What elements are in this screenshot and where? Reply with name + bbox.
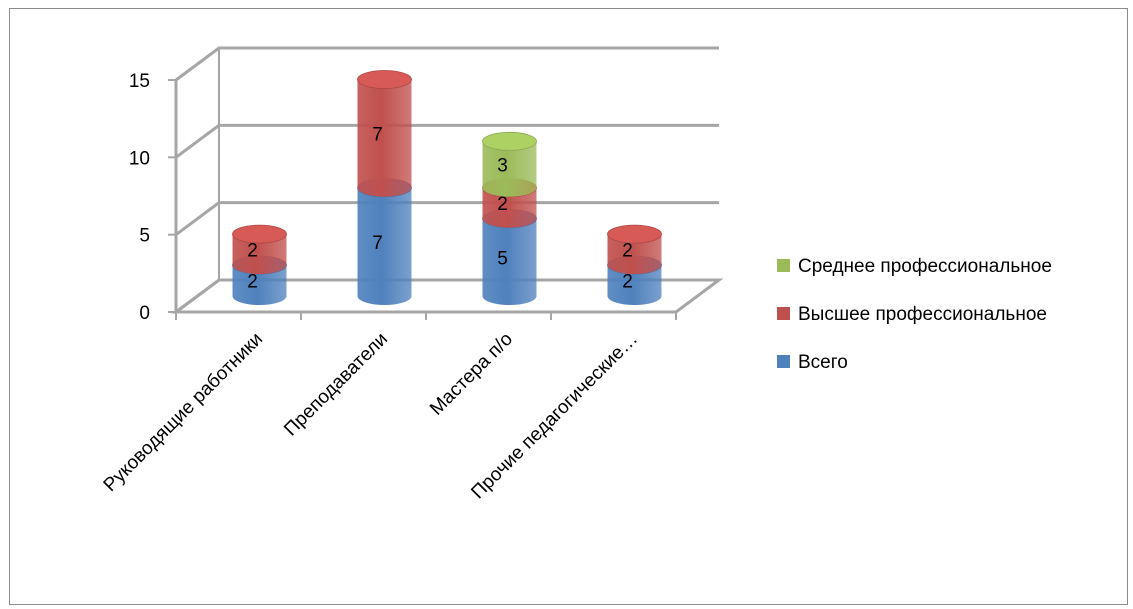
chart-floor xyxy=(171,278,724,314)
y-tick-label: 10 xyxy=(129,148,150,169)
y-tick-label: 0 xyxy=(139,303,150,324)
chart-frame xyxy=(9,8,1128,605)
gridline xyxy=(175,46,719,82)
x-category-label: Руководящие работники xyxy=(100,329,267,496)
bar-body xyxy=(357,187,412,305)
data-label: 2 xyxy=(247,241,258,262)
bar-body xyxy=(232,265,287,305)
data-label: 7 xyxy=(372,125,383,146)
legend-label: Всего xyxy=(798,352,848,373)
legend-item: Высшее профессиональное xyxy=(777,304,1047,325)
chart-walls xyxy=(168,46,724,320)
bar-segment xyxy=(482,131,537,197)
bar-cap xyxy=(607,224,662,244)
x-category-label: Мастера п/о xyxy=(426,329,517,420)
bar-body xyxy=(482,141,537,197)
data-label: 2 xyxy=(622,272,633,293)
legend-swatch xyxy=(777,259,790,272)
data-label: 2 xyxy=(247,272,258,293)
bar-body xyxy=(232,234,287,275)
x-category-label: Преподаватели xyxy=(280,329,392,441)
data-label: 5 xyxy=(497,248,508,269)
bar-segment xyxy=(232,224,287,275)
chart-bars xyxy=(232,70,662,305)
gridline xyxy=(175,123,719,159)
bar-segment xyxy=(357,178,412,305)
bar-segment xyxy=(607,224,662,275)
bar-body xyxy=(482,218,537,305)
bar-body xyxy=(357,79,412,197)
data-label: 7 xyxy=(372,233,383,254)
legend-item: Среднее профессиональное xyxy=(777,256,1052,277)
legend-swatch xyxy=(777,355,790,368)
bar-cap xyxy=(482,131,537,151)
legend-label: Высшее профессиональное xyxy=(798,304,1047,325)
data-label: 2 xyxy=(622,241,633,262)
bar-body xyxy=(482,187,537,228)
bar-segment xyxy=(357,70,412,197)
bar-body xyxy=(607,234,662,275)
bar-body xyxy=(607,265,662,305)
legend-label: Среднее профессиональное xyxy=(798,256,1052,277)
legend-swatch xyxy=(777,307,790,320)
data-label: 2 xyxy=(497,194,508,215)
chart-legend: Среднее профессиональное Высшее профессио… xyxy=(777,256,1052,373)
bar-cap xyxy=(357,70,412,89)
data-label: 3 xyxy=(497,156,508,177)
y-tick-label: 5 xyxy=(139,226,150,247)
bar-cap xyxy=(232,224,287,244)
legend-item: Всего xyxy=(777,352,848,373)
y-tick-label: 15 xyxy=(129,71,150,92)
